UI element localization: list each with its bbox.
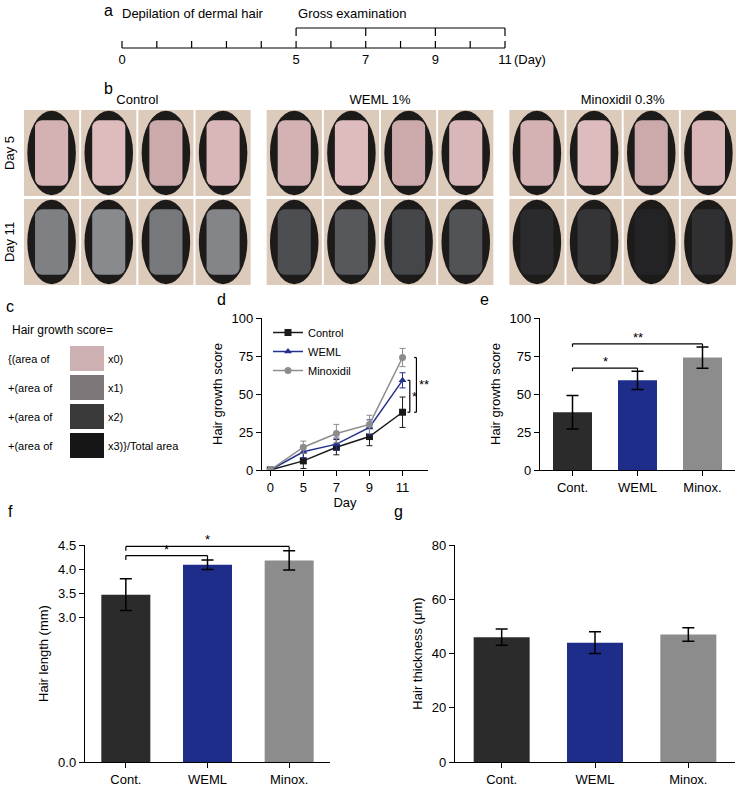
- svg-text:7: 7: [333, 480, 340, 495]
- svg-text:**: **: [633, 330, 643, 345]
- svg-text:Day 5: Day 5: [2, 136, 17, 170]
- svg-text:Minoxidil 0.3%: Minoxidil 0.3%: [581, 92, 665, 107]
- svg-text:Hair growth score: Hair growth score: [488, 343, 503, 445]
- svg-text:25: 25: [239, 425, 253, 440]
- svg-text:Cont.: Cont.: [557, 480, 588, 495]
- svg-text:d: d: [217, 291, 226, 308]
- svg-text:0: 0: [246, 463, 253, 478]
- svg-text:75: 75: [239, 349, 253, 364]
- svg-text:11: 11: [396, 480, 410, 495]
- svg-text:*: *: [205, 532, 210, 547]
- svg-text:+(area of: +(area of: [8, 382, 53, 394]
- svg-text:x0): x0): [108, 353, 123, 365]
- svg-text:3.5: 3.5: [58, 586, 76, 601]
- svg-text:75: 75: [517, 349, 531, 364]
- svg-text:WEML: WEML: [188, 772, 227, 787]
- svg-text:Minox.: Minox.: [270, 772, 308, 787]
- svg-text:WEML: WEML: [308, 346, 341, 358]
- svg-text:Control: Control: [308, 327, 343, 339]
- svg-text:Minoxidil: Minoxidil: [308, 365, 351, 377]
- svg-text:3.0: 3.0: [58, 610, 76, 625]
- svg-text:5: 5: [292, 52, 299, 67]
- svg-text:100: 100: [509, 311, 531, 326]
- svg-text:Minox.: Minox.: [683, 480, 721, 495]
- svg-text:+(area of: +(area of: [8, 411, 53, 423]
- svg-text:WEML: WEML: [576, 772, 615, 787]
- svg-text:80: 80: [432, 538, 446, 553]
- svg-text:40: 40: [432, 646, 446, 661]
- svg-text:+(area of: +(area of: [8, 440, 53, 452]
- svg-text:Depilation of dermal hair: Depilation of dermal hair: [122, 6, 264, 21]
- svg-text:50: 50: [517, 387, 531, 402]
- svg-text:{(area of: {(area of: [8, 353, 51, 365]
- svg-text:Hair growth score=: Hair growth score=: [12, 323, 113, 337]
- svg-text:Cont.: Cont.: [486, 772, 517, 787]
- svg-text:g: g: [394, 503, 403, 520]
- svg-text:(Day): (Day): [514, 52, 546, 67]
- svg-text:0: 0: [439, 755, 446, 770]
- svg-text:Gross examination: Gross examination: [298, 6, 406, 21]
- svg-text:e: e: [480, 291, 489, 308]
- svg-text:Hair growth score: Hair growth score: [210, 343, 225, 445]
- svg-text:Hair thickness (μm): Hair thickness (μm): [410, 597, 425, 709]
- svg-text:0: 0: [524, 463, 531, 478]
- svg-text:b: b: [104, 80, 113, 97]
- svg-text:c: c: [6, 298, 14, 315]
- svg-text:50: 50: [239, 387, 253, 402]
- svg-text:x1): x1): [108, 382, 123, 394]
- svg-text:Day 11: Day 11: [2, 222, 17, 262]
- svg-text:WEML 1%: WEML 1%: [350, 92, 411, 107]
- svg-text:100: 100: [231, 311, 253, 326]
- svg-text:f: f: [8, 503, 13, 520]
- svg-text:WEML: WEML: [618, 480, 657, 495]
- svg-text:5: 5: [300, 480, 307, 495]
- svg-text:0.0: 0.0: [58, 755, 76, 770]
- svg-text:4.5: 4.5: [58, 538, 76, 553]
- svg-text:*: *: [603, 354, 608, 369]
- svg-text:Cont.: Cont.: [110, 772, 141, 787]
- svg-text:11: 11: [498, 52, 512, 67]
- svg-text:9: 9: [432, 52, 439, 67]
- svg-text:0: 0: [267, 480, 274, 495]
- svg-text:*: *: [412, 389, 417, 404]
- svg-text:60: 60: [432, 592, 446, 607]
- svg-text:a: a: [104, 2, 113, 19]
- svg-text:Hair length (mm): Hair length (mm): [36, 605, 51, 702]
- svg-text:x2): x2): [108, 411, 123, 423]
- svg-text:4.0: 4.0: [58, 562, 76, 577]
- svg-text:7: 7: [362, 52, 369, 67]
- svg-text:20: 20: [432, 700, 446, 715]
- svg-text:x3)}/Total area: x3)}/Total area: [108, 440, 179, 452]
- svg-text:9: 9: [366, 480, 373, 495]
- svg-text:Day: Day: [333, 495, 357, 510]
- svg-text:Minox.: Minox.: [669, 772, 707, 787]
- svg-text:Control: Control: [116, 92, 158, 107]
- svg-text:*: *: [164, 542, 169, 557]
- svg-text:0: 0: [118, 52, 125, 67]
- svg-text:**: **: [419, 377, 429, 392]
- svg-text:25: 25: [517, 425, 531, 440]
